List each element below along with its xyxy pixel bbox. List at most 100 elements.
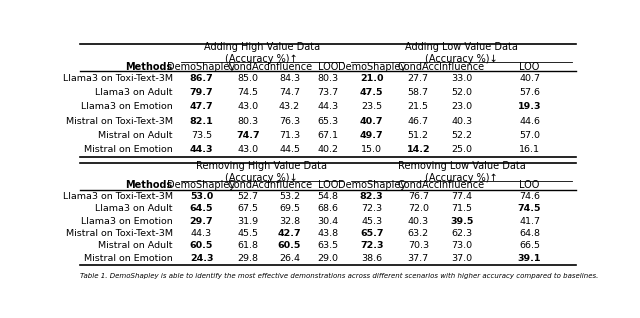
Text: Removing Low Value Data
(Accuracy %)↑: Removing Low Value Data (Accuracy %)↑ bbox=[397, 161, 525, 183]
Text: 29.8: 29.8 bbox=[237, 254, 259, 263]
Text: Llama3 on Emotion: Llama3 on Emotion bbox=[81, 217, 173, 225]
Text: 21.5: 21.5 bbox=[408, 102, 429, 111]
Text: 38.6: 38.6 bbox=[361, 254, 382, 263]
Text: LOO: LOO bbox=[520, 62, 540, 72]
Text: 44.3: 44.3 bbox=[191, 229, 212, 238]
Text: 40.7: 40.7 bbox=[519, 74, 540, 83]
Text: Mistral on Toxi-Text-3M: Mistral on Toxi-Text-3M bbox=[66, 117, 173, 126]
Text: 21.0: 21.0 bbox=[360, 74, 383, 83]
Text: 84.3: 84.3 bbox=[279, 74, 300, 83]
Text: 37.7: 37.7 bbox=[408, 254, 429, 263]
Text: 31.9: 31.9 bbox=[237, 217, 259, 225]
Text: 32.8: 32.8 bbox=[279, 217, 300, 225]
Text: CondAcc: CondAcc bbox=[227, 180, 269, 190]
Text: Llama3 on Adult: Llama3 on Adult bbox=[95, 88, 173, 97]
Text: 74.5: 74.5 bbox=[237, 88, 259, 97]
Text: 67.1: 67.1 bbox=[317, 131, 339, 140]
Text: 40.3: 40.3 bbox=[408, 217, 429, 225]
Text: 72.3: 72.3 bbox=[360, 241, 383, 251]
Text: 19.3: 19.3 bbox=[518, 102, 541, 111]
Text: Influence: Influence bbox=[267, 62, 312, 72]
Text: 61.8: 61.8 bbox=[237, 241, 259, 251]
Text: 85.0: 85.0 bbox=[237, 74, 259, 83]
Text: 71.5: 71.5 bbox=[451, 204, 472, 213]
Text: 60.5: 60.5 bbox=[190, 241, 213, 251]
Text: 73.0: 73.0 bbox=[451, 241, 472, 251]
Text: 15.0: 15.0 bbox=[361, 145, 382, 154]
Text: 43.8: 43.8 bbox=[317, 229, 339, 238]
Text: 40.2: 40.2 bbox=[317, 145, 339, 154]
Text: 23.5: 23.5 bbox=[361, 102, 382, 111]
Text: Adding High Value Data
(Accuracy %)↑: Adding High Value Data (Accuracy %)↑ bbox=[204, 42, 320, 64]
Text: CondAcc: CondAcc bbox=[227, 62, 269, 72]
Text: 42.7: 42.7 bbox=[278, 229, 301, 238]
Text: 74.6: 74.6 bbox=[519, 192, 540, 201]
Text: 46.7: 46.7 bbox=[408, 117, 429, 126]
Text: Influence: Influence bbox=[439, 180, 484, 190]
Text: 33.0: 33.0 bbox=[451, 74, 472, 83]
Text: 80.3: 80.3 bbox=[317, 74, 339, 83]
Text: 63.2: 63.2 bbox=[408, 229, 429, 238]
Text: 58.7: 58.7 bbox=[408, 88, 429, 97]
Text: DemoShapley: DemoShapley bbox=[337, 180, 406, 190]
Text: 27.7: 27.7 bbox=[408, 74, 429, 83]
Text: 52.2: 52.2 bbox=[451, 131, 472, 140]
Text: Llama3 on Toxi-Text-3M: Llama3 on Toxi-Text-3M bbox=[63, 192, 173, 201]
Text: LOO: LOO bbox=[318, 180, 338, 190]
Text: 26.4: 26.4 bbox=[279, 254, 300, 263]
Text: 47.5: 47.5 bbox=[360, 88, 383, 97]
Text: 76.7: 76.7 bbox=[408, 192, 429, 201]
Text: 69.5: 69.5 bbox=[279, 204, 300, 213]
Text: 65.7: 65.7 bbox=[360, 229, 383, 238]
Text: 73.7: 73.7 bbox=[317, 88, 339, 97]
Text: 16.1: 16.1 bbox=[519, 145, 540, 154]
Text: 43.2: 43.2 bbox=[279, 102, 300, 111]
Text: 66.5: 66.5 bbox=[519, 241, 540, 251]
Text: 43.0: 43.0 bbox=[237, 145, 259, 154]
Text: 64.5: 64.5 bbox=[190, 204, 213, 213]
Text: Llama3 on Emotion: Llama3 on Emotion bbox=[81, 102, 173, 111]
Text: Mistral on Toxi-Text-3M: Mistral on Toxi-Text-3M bbox=[66, 229, 173, 238]
Text: 39.5: 39.5 bbox=[450, 217, 474, 225]
Text: 68.6: 68.6 bbox=[317, 204, 339, 213]
Text: LOO: LOO bbox=[318, 62, 338, 72]
Text: 74.7: 74.7 bbox=[279, 88, 300, 97]
Text: 44.3: 44.3 bbox=[190, 145, 213, 154]
Text: 74.7: 74.7 bbox=[236, 131, 260, 140]
Text: 57.0: 57.0 bbox=[519, 131, 540, 140]
Text: 24.3: 24.3 bbox=[190, 254, 213, 263]
Text: 53.0: 53.0 bbox=[190, 192, 213, 201]
Text: 53.2: 53.2 bbox=[279, 192, 300, 201]
Text: 14.2: 14.2 bbox=[406, 145, 430, 154]
Text: Adding Low Value Data
(Accuracy %)↓: Adding Low Value Data (Accuracy %)↓ bbox=[405, 42, 518, 64]
Text: 52.7: 52.7 bbox=[237, 192, 259, 201]
Text: 39.1: 39.1 bbox=[518, 254, 541, 263]
Text: 30.4: 30.4 bbox=[317, 217, 339, 225]
Text: 23.0: 23.0 bbox=[451, 102, 472, 111]
Text: 29.7: 29.7 bbox=[189, 217, 213, 225]
Text: Methods: Methods bbox=[125, 62, 173, 72]
Text: Influence: Influence bbox=[439, 62, 484, 72]
Text: Influence: Influence bbox=[267, 180, 312, 190]
Text: Mistral on Adult: Mistral on Adult bbox=[99, 241, 173, 251]
Text: Table 1. DemoShapley is able to identify the most effective demonstrations acros: Table 1. DemoShapley is able to identify… bbox=[80, 273, 598, 279]
Text: DemoShapley: DemoShapley bbox=[168, 180, 236, 190]
Text: 73.5: 73.5 bbox=[191, 131, 212, 140]
Text: 70.3: 70.3 bbox=[408, 241, 429, 251]
Text: 80.3: 80.3 bbox=[237, 117, 259, 126]
Text: 65.3: 65.3 bbox=[317, 117, 339, 126]
Text: 37.0: 37.0 bbox=[451, 254, 472, 263]
Text: Methods: Methods bbox=[125, 180, 173, 190]
Text: 47.7: 47.7 bbox=[189, 102, 213, 111]
Text: Llama3 on Toxi-Text-3M: Llama3 on Toxi-Text-3M bbox=[63, 74, 173, 83]
Text: 82.3: 82.3 bbox=[360, 192, 383, 201]
Text: 51.2: 51.2 bbox=[408, 131, 429, 140]
Text: 63.5: 63.5 bbox=[317, 241, 339, 251]
Text: DemoShapley: DemoShapley bbox=[168, 62, 236, 72]
Text: DemoShapley: DemoShapley bbox=[337, 62, 406, 72]
Text: 40.3: 40.3 bbox=[451, 117, 472, 126]
Text: 49.7: 49.7 bbox=[360, 131, 383, 140]
Text: LOO: LOO bbox=[520, 180, 540, 190]
Text: 86.7: 86.7 bbox=[189, 74, 213, 83]
Text: 52.0: 52.0 bbox=[451, 88, 472, 97]
